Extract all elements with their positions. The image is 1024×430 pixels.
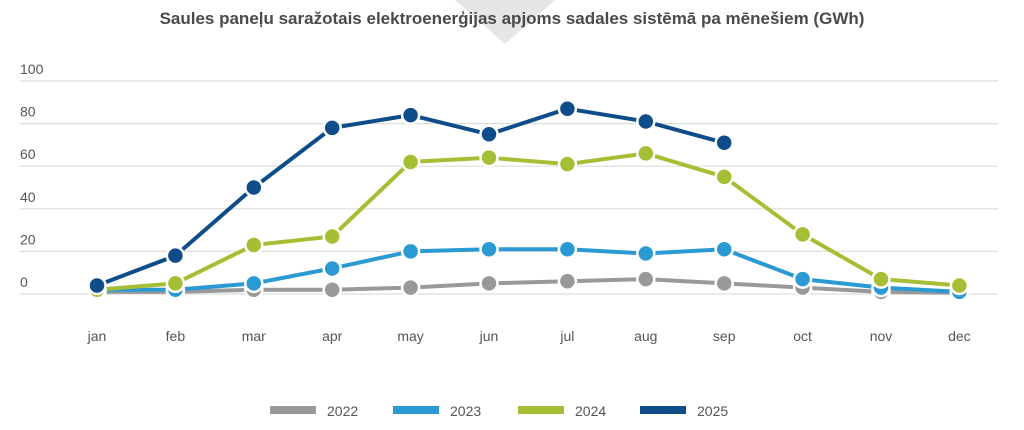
x-tick-label-dec: dec [948, 328, 971, 344]
y-tick-label-20: 20 [20, 231, 36, 247]
data-point-2023-mar [244, 273, 264, 294]
data-point-2024-sep [714, 167, 734, 187]
data-point-2022-apr [322, 279, 342, 300]
x-tick-label-nov: nov [870, 328, 893, 344]
x-tick-label-apr: apr [322, 328, 343, 344]
series-lines [95, 106, 962, 295]
x-tick-label-may: may [397, 328, 423, 344]
data-point-2024-feb [165, 273, 186, 294]
watermark-shape [455, 0, 555, 44]
y-tick-label-60: 60 [20, 146, 36, 162]
series-line-2022 [95, 277, 962, 295]
y-tick-label-40: 40 [20, 189, 36, 205]
data-point-2025-sep [714, 133, 734, 153]
y-tick-label-100: 100 [20, 61, 44, 77]
legend-label-2023: 2023 [450, 403, 481, 419]
x-tick-label-sep: sep [713, 328, 736, 344]
x-tick-label-aug: aug [634, 328, 657, 344]
x-axis-ticks: jan feb mar apr may jun jul aug sep oct nov dec [87, 328, 971, 344]
data-point-2025-apr [322, 118, 342, 138]
legend-label-2025: 2025 [697, 403, 728, 419]
data-point-2025-jan [87, 275, 107, 296]
data-point-2023-sep [714, 239, 734, 260]
y-axis-ticks: 0 20 40 60 80 100 [20, 61, 44, 290]
legend-swatch-2025 [640, 406, 686, 414]
data-point-2024-oct [792, 224, 813, 245]
data-point-2022-may [400, 277, 421, 298]
data-point-2023-aug [636, 243, 656, 264]
data-point-2024-jul [557, 154, 578, 174]
legend-swatch-2022 [270, 406, 316, 414]
data-point-2022-jun [479, 273, 499, 294]
data-point-2024-may [400, 152, 421, 172]
data-point-2022-sep [714, 273, 734, 294]
x-tick-label-jun: jun [479, 328, 499, 344]
x-tick-label-oct: oct [793, 328, 812, 344]
data-point-2025-feb [165, 245, 186, 266]
legend-label-2024: 2024 [575, 403, 606, 419]
data-point-2025-aug [636, 111, 656, 132]
series-line-2024 [95, 151, 962, 292]
x-tick-label-feb: feb [166, 328, 186, 344]
chart-title: Saules paneļu saražotais elektroenerģija… [160, 9, 865, 28]
data-point-2023-jul [557, 239, 578, 260]
data-point-2024-mar [244, 235, 264, 255]
data-point-2025-jun [479, 124, 499, 144]
data-point-2023-apr [322, 258, 342, 279]
y-tick-label-0: 0 [20, 274, 28, 290]
data-point-2025-mar [244, 177, 264, 198]
data-point-2023-jun [479, 239, 499, 260]
data-point-2025-may [400, 105, 421, 125]
data-point-2025-jul [557, 98, 578, 119]
data-point-2022-jul [557, 271, 578, 291]
data-point-2024-jun [479, 147, 499, 168]
legend: 2022 2023 2024 2025 [270, 403, 728, 419]
data-point-2023-oct [792, 269, 813, 289]
data-point-2024-dec [949, 275, 970, 296]
series-line-2023 [95, 247, 962, 294]
data-point-2022-aug [636, 269, 656, 289]
x-tick-label-mar: mar [242, 328, 266, 344]
legend-label-2022: 2022 [327, 403, 358, 419]
y-tick-label-80: 80 [20, 104, 36, 120]
data-point-2024-nov [871, 269, 891, 289]
legend-swatch-2024 [518, 406, 564, 414]
series-points [87, 98, 970, 303]
x-tick-label-jul: jul [559, 328, 574, 344]
data-point-2024-apr [322, 226, 342, 247]
data-point-2024-aug [636, 143, 656, 164]
x-tick-label-jan: jan [87, 328, 107, 344]
data-point-2023-may [400, 241, 421, 262]
legend-swatch-2023 [393, 406, 439, 414]
